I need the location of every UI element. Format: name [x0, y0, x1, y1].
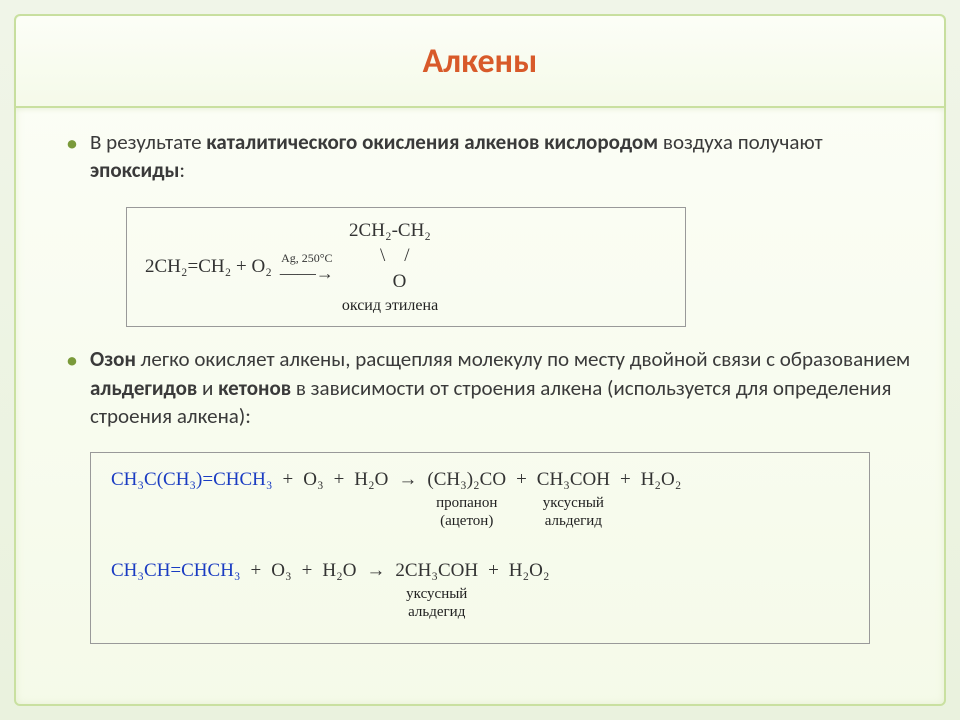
eq2a-r3: H₂O [354, 467, 388, 493]
eq2a-p2-label2: альдегид [545, 513, 602, 530]
eq2b-p1-label2: альдегид [408, 604, 465, 621]
eq2b-r3: H₂O [322, 558, 356, 584]
plus-icon: + [616, 467, 635, 493]
bullet2-text1: легко окисляет алкены, расщепляя молекул… [136, 346, 910, 372]
eq2a-p3: H₂O₂ [641, 467, 682, 493]
eq2b-r1: CH₃CH=CHCH₃ [111, 558, 241, 584]
eq1-product-label: оксид этилена [342, 295, 438, 317]
eq2a-p2-label1: уксусный [543, 495, 604, 512]
plus-icon: + [330, 467, 349, 493]
eq2a-p1-label1: пропанон [436, 495, 497, 512]
plus-icon: + [247, 558, 266, 584]
equation-box-2: CH₃C(CH₃)=CHCH₃ + O₃ + H₂O → (CH₃)₂CO пр… [90, 452, 870, 643]
eq1-rhs-l1: 2CH₂-CH₂ [342, 218, 438, 244]
plus-icon: + [279, 467, 298, 493]
eq2b-p1-label1: уксусный [406, 586, 467, 603]
bullet1-suffix: : [179, 157, 185, 183]
bullet2-bold3: кетонов [218, 375, 291, 401]
slide-frame: Алкены В результате каталитического окис… [14, 14, 946, 706]
equation-box-1: 2CH₂=CH₂ + O₂ Ag, 250°C ――→ 2CH₂-CH₂ \ /… [126, 207, 686, 328]
eq2a-p1: (CH₃)₂CO [427, 467, 506, 493]
reaction-2a: CH₃C(CH₃)=CHCH₃ + O₃ + H₂O → (CH₃)₂CO пр… [111, 467, 849, 530]
plus-icon: + [484, 558, 503, 584]
eq2a-p1-label2: (ацетон) [440, 513, 493, 530]
eq2b-r2: O₃ [271, 558, 291, 584]
eq2a-p2: CH₃COH [537, 467, 610, 493]
title-bar: Алкены [16, 16, 944, 108]
eq2a-r1: CH₃C(CH₃)=CHCH₃ [111, 467, 273, 493]
eq1-rhs-l2: \ / [342, 243, 438, 269]
bullet-1: В результате каталитического окисления а… [66, 128, 914, 185]
eq1-rhs: 2CH₂-CH₂ \ / O оксид этилена [342, 218, 438, 317]
bullet1-mid: воздуха получают [658, 129, 822, 155]
bullet1-bold: каталитического окисления алкенов кислор… [206, 129, 658, 155]
eq2a-r2: O₃ [303, 467, 323, 493]
eq2b-p2: H₂O₂ [509, 558, 550, 584]
arrow-icon: → [394, 467, 421, 493]
bullet1-bold2: эпоксиды [90, 157, 179, 183]
slide-title: Алкены [423, 41, 538, 82]
eq1-lhs: 2CH₂=CH₂ + O₂ [145, 254, 272, 280]
arrow-icon: → [362, 558, 389, 584]
slide: Алкены В результате каталитического окис… [0, 0, 960, 720]
reaction-2b: CH₃CH=CHCH₃ + O₃ + H₂O → 2CH₃COH уксусны… [111, 558, 849, 621]
eq1-arrow: ――→ [280, 264, 334, 282]
eq2b-p1: 2CH₃COH [395, 558, 478, 584]
plus-icon: + [512, 467, 531, 493]
plus-icon: + [298, 558, 317, 584]
bullet2-text2: и [197, 375, 218, 401]
slide-content: В результате каталитического окисления а… [16, 108, 944, 704]
bullet2-bold2: альдегидов [90, 375, 197, 401]
bullet2-bold1: Озон [90, 346, 136, 372]
eq1-rhs-l3: O [342, 269, 438, 295]
bullet1-prefix: В результате [90, 129, 206, 155]
bullet-2: Озон легко окисляет алкены, расщепляя мо… [66, 345, 914, 430]
